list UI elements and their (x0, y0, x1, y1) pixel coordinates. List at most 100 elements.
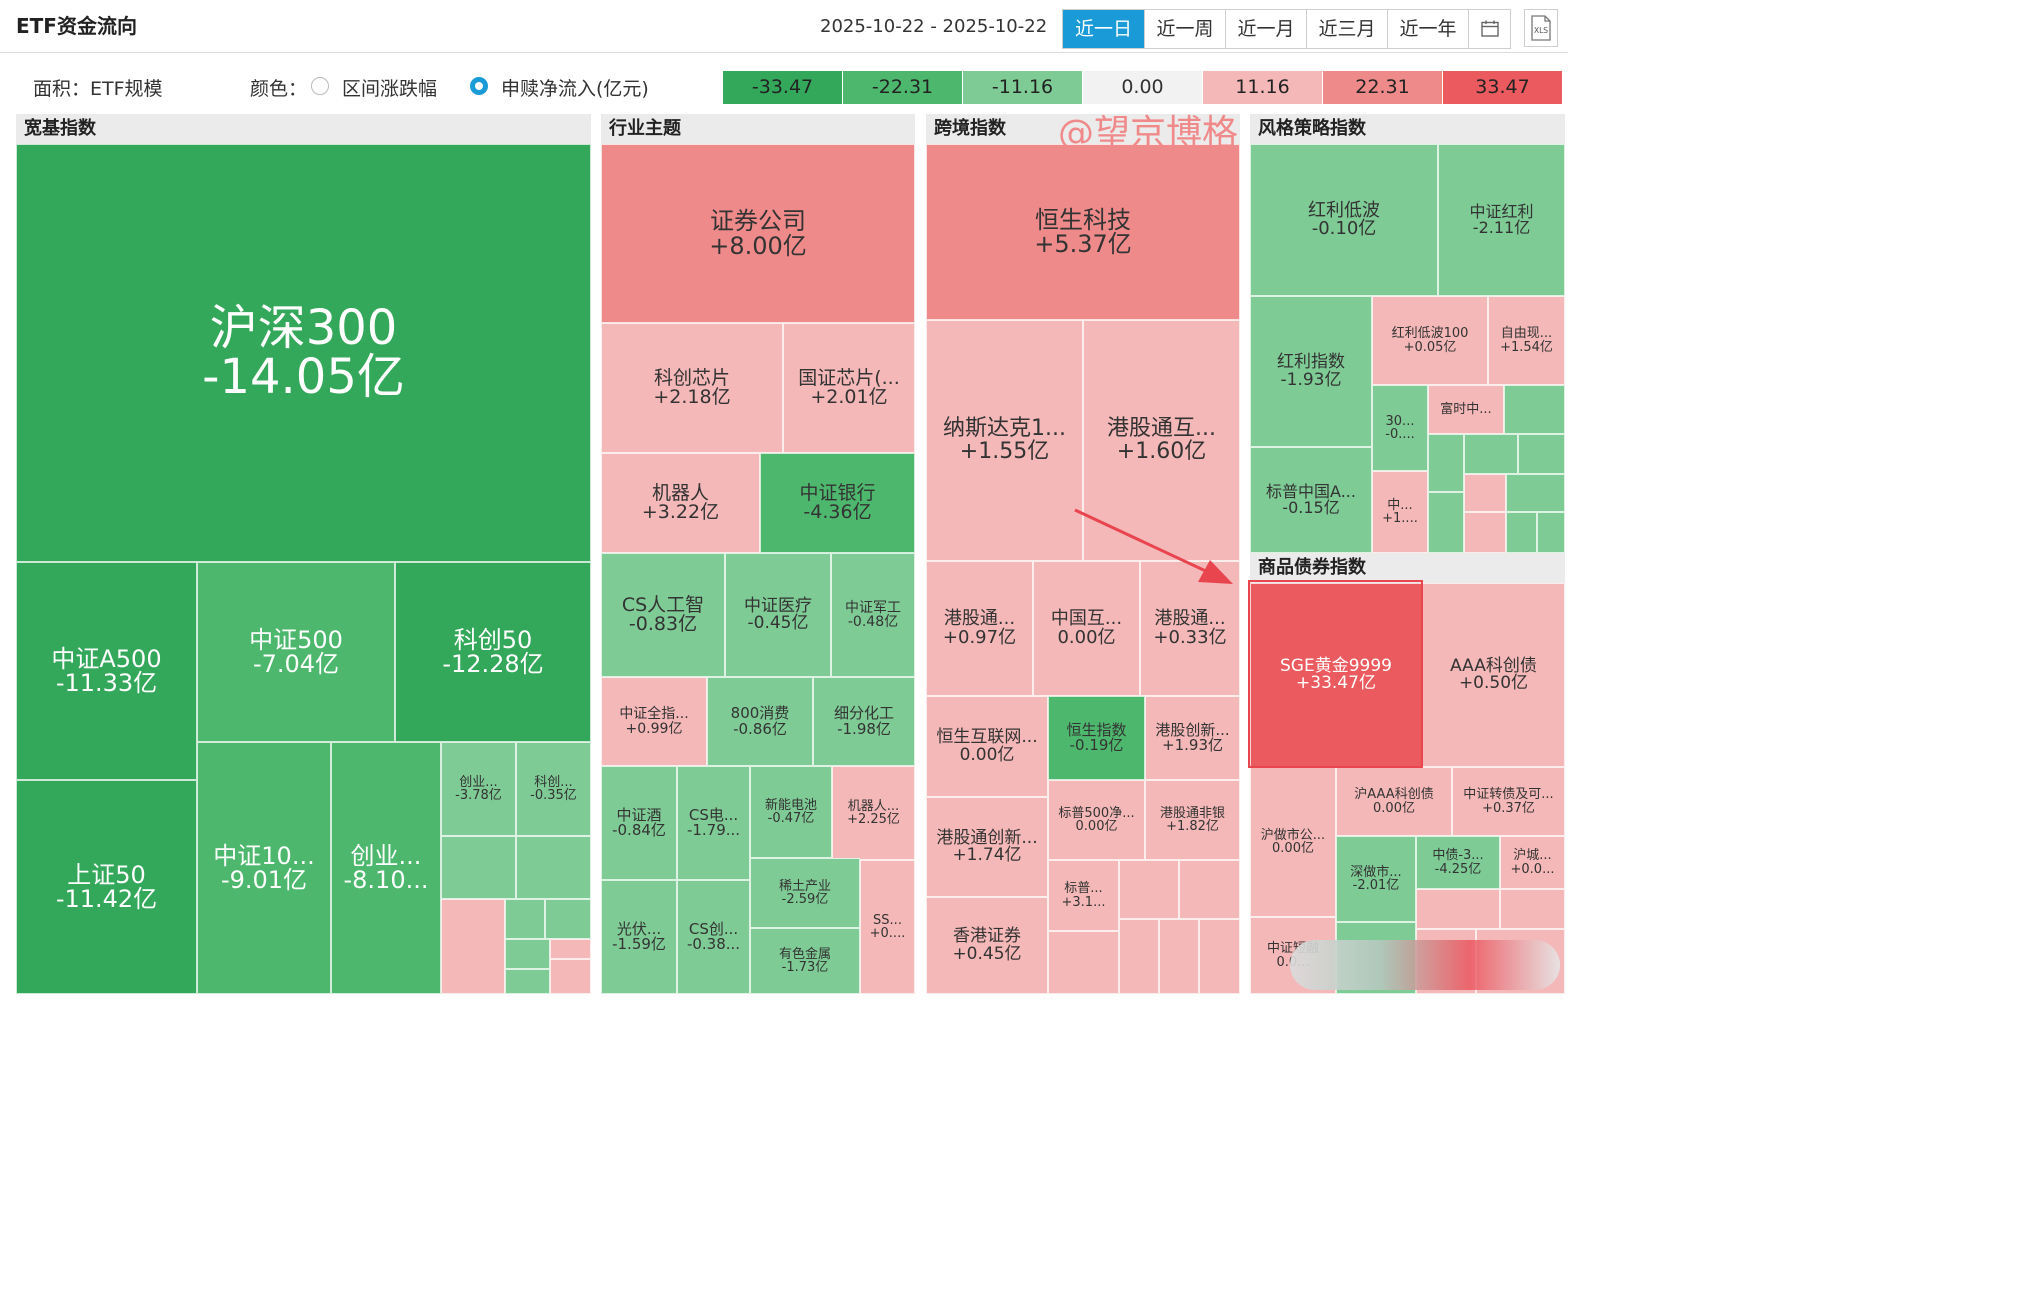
treemap-tile-unlabeled[interactable] (516, 836, 591, 899)
treemap-tile[interactable]: 新能电池 -0.47亿 (750, 766, 832, 858)
range-button-1w[interactable]: 近一周 (1144, 10, 1225, 48)
treemap-tile-unlabeled[interactable] (1506, 474, 1565, 512)
treemap-tile[interactable]: 中证全指... +0.99亿 (601, 677, 707, 766)
treemap-tile-unlabeled[interactable] (1464, 512, 1506, 553)
range-button-1d[interactable]: 近一日 (1063, 10, 1144, 48)
treemap-tile[interactable]: 科创... -0.35亿 (516, 742, 591, 836)
treemap-tile[interactable]: 30... -0.... (1372, 385, 1428, 471)
treemap-tile[interactable]: 深做市... -2.01亿 (1336, 836, 1416, 922)
calendar-button[interactable] (1468, 10, 1510, 48)
treemap-tile[interactable]: 光伏... -1.59亿 (601, 880, 677, 994)
treemap-tile[interactable]: 科创50 -12.28亿 (395, 562, 591, 742)
treemap-tile[interactable]: 恒生互联网... 0.00亿 (926, 696, 1048, 797)
treemap-tile[interactable]: 中证500 -7.04亿 (197, 562, 395, 742)
treemap-tile[interactable]: 中证A500 -11.33亿 (16, 562, 197, 780)
treemap-tile[interactable]: 中证转债及可... +0.37亿 (1452, 767, 1565, 836)
treemap-tile-unlabeled[interactable] (1506, 512, 1537, 553)
treemap-tile[interactable]: 恒生科技 +5.37亿 (926, 144, 1240, 320)
treemap-tile[interactable]: 港股通... +0.97亿 (926, 561, 1033, 696)
treemap-tile[interactable]: CS人工智 -0.83亿 (601, 553, 725, 677)
date-range-display[interactable]: 2025-10-22 - 2025-10-22 (820, 16, 1048, 37)
treemap-tile-unlabeled[interactable] (441, 899, 505, 994)
export-xls-button[interactable]: XLS (1524, 9, 1558, 47)
treemap-tile[interactable]: 香港证券 +0.45亿 (926, 897, 1048, 994)
treemap-tile[interactable]: 沪AAA科创债 0.00亿 (1336, 767, 1452, 836)
treemap-tile[interactable]: 港股通非银 +1.82亿 (1145, 780, 1240, 860)
treemap-tile[interactable]: 科创芯片 +2.18亿 (601, 323, 783, 453)
treemap-tile[interactable]: 稀土产业 -2.59亿 (750, 858, 860, 928)
treemap-tile-unlabeled[interactable] (505, 899, 545, 939)
treemap-tile[interactable]: 细分化工 -1.98亿 (813, 677, 915, 766)
treemap-tile-unlabeled[interactable] (505, 939, 550, 969)
treemap-tile[interactable]: 中证酒 -0.84亿 (601, 766, 677, 880)
treemap-tile-unlabeled[interactable] (1428, 434, 1464, 492)
treemap-tile-unlabeled[interactable] (505, 969, 550, 994)
treemap-tile[interactable]: 标普... +3.1... (1048, 860, 1119, 931)
treemap-tile-unlabeled[interactable] (1464, 434, 1518, 474)
treemap-tile[interactable]: 机器人... +2.25亿 (832, 766, 915, 860)
treemap-tile[interactable]: 纳斯达克1... +1.55亿 (926, 320, 1083, 561)
treemap-tile[interactable]: 创业... -8.10... (331, 742, 441, 994)
treemap-tile[interactable]: 有色金属 -1.73亿 (750, 928, 860, 994)
range-button-1m[interactable]: 近一月 (1225, 10, 1306, 48)
treemap-tile-unlabeled[interactable] (545, 899, 591, 939)
treemap-tile[interactable]: SS... +0.... (860, 860, 915, 994)
tile-value: +0.0... (1510, 861, 1555, 877)
treemap-tile-unlabeled[interactable] (1504, 385, 1565, 434)
treemap-tile[interactable]: 中证军工 -0.48亿 (831, 553, 915, 677)
treemap-tile[interactable]: 中债-3... -4.25亿 (1416, 836, 1500, 889)
treemap-tile[interactable]: 红利低波100 +0.05亿 (1372, 296, 1488, 385)
treemap-tile-unlabeled[interactable] (1416, 889, 1500, 929)
treemap-tile-unlabeled[interactable] (1500, 889, 1565, 929)
treemap-tile[interactable]: 港股通创新... +1.74亿 (926, 797, 1048, 897)
treemap-tile[interactable]: 港股通... +0.33亿 (1140, 561, 1240, 696)
treemap-tile[interactable]: 证券公司 +8.00亿 (601, 144, 915, 323)
treemap-tile[interactable]: 自由现... +1.54亿 (1488, 296, 1565, 385)
treemap-tile[interactable]: 中... +1.... (1372, 471, 1428, 553)
treemap-tile[interactable]: 中国互... 0.00亿 (1033, 561, 1140, 696)
radio-label-net-inflow[interactable]: 申赎净流入(亿元) (501, 78, 649, 100)
treemap-tile[interactable]: 800消费 -0.86亿 (707, 677, 813, 766)
radio-label-price-change[interactable]: 区间涨跌幅 (342, 78, 438, 100)
treemap-tile-unlabeled[interactable] (1119, 919, 1159, 994)
treemap-tile-unlabeled[interactable] (441, 836, 516, 899)
treemap-tile[interactable]: 沪做市公... 0.00亿 (1250, 767, 1336, 917)
treemap-tile[interactable]: 国证芯片(... +2.01亿 (783, 323, 915, 453)
treemap-tile[interactable]: 中证银行 -4.36亿 (760, 453, 915, 553)
treemap-tile-unlabeled[interactable] (1428, 492, 1464, 553)
treemap-tile[interactable]: 创业... -3.78亿 (441, 742, 516, 836)
treemap-tile[interactable]: 沪城... +0.0... (1500, 836, 1565, 889)
treemap-tile-unlabeled[interactable] (1048, 931, 1119, 994)
treemap-tile[interactable]: SGE黄金9999 +33.47亿 (1250, 583, 1422, 767)
treemap-tile[interactable]: 港股创新... +1.93亿 (1145, 696, 1240, 780)
range-button-1y[interactable]: 近一年 (1387, 10, 1468, 48)
range-button-3m[interactable]: 近三月 (1306, 10, 1387, 48)
treemap-tile[interactable]: 上证50 -11.42亿 (16, 780, 197, 994)
treemap-tile-unlabeled[interactable] (1159, 919, 1199, 994)
treemap-tile-unlabeled[interactable] (550, 939, 591, 959)
treemap-tile[interactable]: 沪深300 -14.05亿 (16, 144, 591, 562)
treemap-tile-unlabeled[interactable] (1537, 512, 1565, 553)
treemap-tile-unlabeled[interactable] (550, 959, 591, 994)
radio-price-change[interactable] (311, 77, 329, 95)
treemap-tile[interactable]: 标普中国A... -0.15亿 (1250, 447, 1372, 553)
treemap-tile-unlabeled[interactable] (1119, 860, 1179, 919)
radio-net-inflow[interactable] (470, 77, 488, 95)
treemap-tile[interactable]: AAA科创债 +0.50亿 (1422, 583, 1565, 767)
treemap-tile-unlabeled[interactable] (1518, 434, 1565, 474)
treemap-tile[interactable]: 中证10... -9.01亿 (197, 742, 331, 994)
treemap-tile-unlabeled[interactable] (1199, 919, 1240, 994)
treemap-tile[interactable]: 中证红利 -2.11亿 (1438, 144, 1565, 296)
treemap-tile[interactable]: 港股通互... +1.60亿 (1083, 320, 1240, 561)
treemap-tile[interactable]: CS创... -0.38... (677, 880, 750, 994)
treemap-tile[interactable]: 红利指数 -1.93亿 (1250, 296, 1372, 447)
treemap-tile-unlabeled[interactable] (1464, 474, 1506, 512)
treemap-tile[interactable]: 机器人 +3.22亿 (601, 453, 760, 553)
treemap-tile[interactable]: CS电... -1.79... (677, 766, 750, 880)
treemap-tile[interactable]: 中证医疗 -0.45亿 (725, 553, 831, 677)
treemap-tile[interactable]: 红利低波 -0.10亿 (1250, 144, 1438, 296)
treemap-tile[interactable]: 恒生指数 -0.19亿 (1048, 696, 1145, 780)
treemap-tile[interactable]: 富时中... (1428, 385, 1504, 434)
treemap-tile-unlabeled[interactable] (1179, 860, 1240, 919)
treemap-tile[interactable]: 标普500净... 0.00亿 (1048, 780, 1145, 860)
